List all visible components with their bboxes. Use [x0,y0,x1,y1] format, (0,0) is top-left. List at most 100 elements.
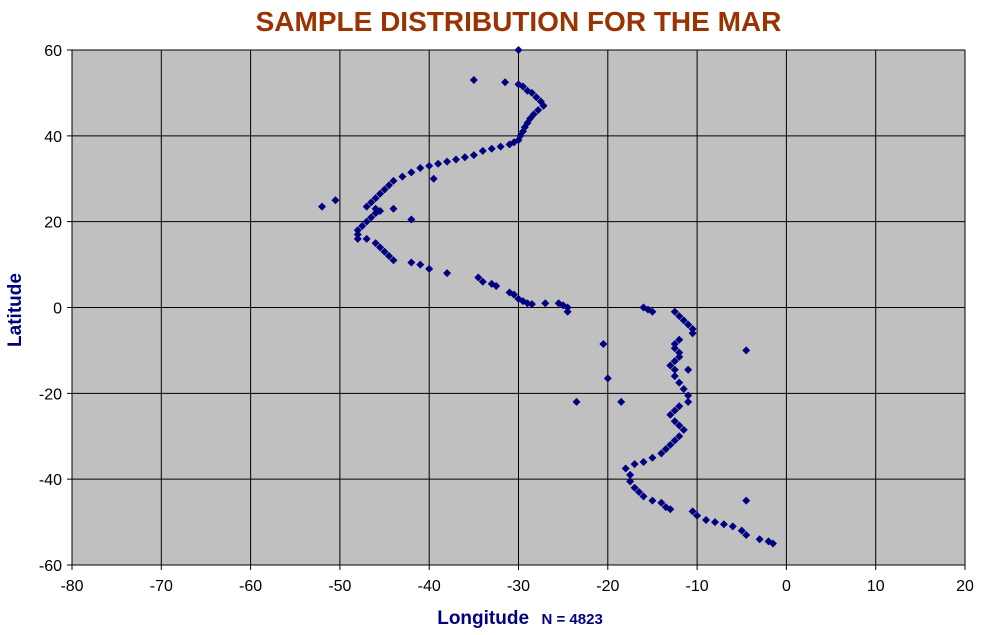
data-point [675,348,684,357]
data-point [532,93,541,102]
x-tick-label: 20 [956,578,974,595]
y-tick-label: 20 [44,215,62,232]
data-point [675,421,684,430]
data-point [648,307,657,316]
data-point [666,505,675,514]
data-point [492,282,501,291]
data-point [389,176,398,185]
data-point [670,307,679,316]
data-point [362,234,371,243]
x-tick-label: -10 [686,578,709,595]
data-point [742,530,751,539]
data-point [487,144,496,153]
data-point [478,146,487,155]
data-point [621,464,630,473]
data-point [425,161,434,170]
data-point [728,522,737,531]
data-point [742,496,751,505]
data-point [371,194,380,203]
data-point [742,346,751,355]
data-point [510,290,519,299]
x-tick-label: -30 [507,578,530,595]
data-point [661,445,670,454]
data-point [385,181,394,190]
data-point [469,76,478,85]
data-point [443,269,452,278]
data-point [451,155,460,164]
data-point [755,535,764,544]
data-point [514,46,523,54]
data-point [518,82,527,91]
data-point [630,483,639,492]
data-point [478,277,487,286]
y-tick-label: 0 [53,301,62,318]
data-point [702,515,711,524]
data-point [626,477,635,486]
data-point [737,526,746,535]
axis-ticks: -80 -70 -60 -50 -40 -30 -20 -10 0 10 20 60 40 20 0 -20 -… [39,43,974,595]
x-tick-label: -70 [150,578,173,595]
data-point [425,264,434,273]
data-points [318,46,778,548]
x-tick-label: 0 [782,578,791,595]
data-point [630,460,639,469]
data-point [358,221,367,230]
data-point [416,164,425,173]
data-point [563,307,572,316]
data-point [688,324,697,333]
data-point [675,378,684,387]
y-tick-label: 60 [44,43,62,60]
data-point [353,234,362,243]
data-point [367,198,376,207]
data-point [443,157,452,166]
data-point [331,196,340,205]
data-point [362,202,371,211]
data-point [666,410,675,419]
data-point [469,151,478,160]
data-point [474,273,483,282]
data-point [407,258,416,267]
data-point [371,239,380,248]
data-point [353,230,362,239]
data-point [527,300,536,309]
y-tick-label: 40 [44,129,62,146]
data-point [527,88,536,97]
data-point [769,539,778,548]
data-point [670,339,679,348]
data-point [389,204,398,213]
data-point [416,260,425,269]
data-point [670,344,679,353]
y-tick-label: -60 [39,558,62,575]
data-point [407,168,416,177]
data-point [617,397,626,406]
data-point [371,209,380,218]
data-point [398,172,407,181]
data-point [666,361,675,370]
x-tick-label: -20 [596,578,619,595]
data-point [670,365,679,374]
data-point [407,215,416,224]
data-point [675,352,684,361]
data-point [675,335,684,344]
data-point [353,226,362,235]
data-point [719,520,728,529]
data-point [460,153,469,162]
data-point [679,316,688,325]
data-point [510,138,519,147]
data-point [657,498,666,507]
data-point [599,339,608,348]
y-tick-label: -20 [39,386,62,403]
data-point [670,436,679,445]
y-axis-label: Latitude [5,273,26,347]
data-point [666,440,675,449]
data-point [434,159,443,168]
sample-count-annotation: N = 4823 [541,611,603,628]
data-point [385,252,394,260]
data-point [539,101,548,110]
x-tick-label: -80 [60,578,83,595]
data-point [688,507,697,516]
data-point [501,78,510,87]
data-point [376,189,385,198]
data-point [684,391,693,400]
